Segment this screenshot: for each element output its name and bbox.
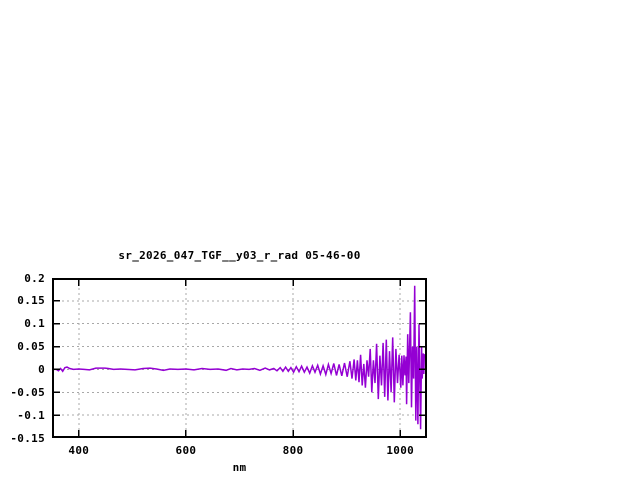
x-tick-label: 400 xyxy=(68,444,90,457)
y-tick-label: 0.2 xyxy=(24,271,45,285)
y-tick-label: 0.05 xyxy=(17,340,45,354)
y-tick-label: 0 xyxy=(38,362,45,376)
plot-area xyxy=(52,277,428,439)
y-tick-label: -0.1 xyxy=(17,408,45,422)
data-series-line xyxy=(52,285,428,430)
x-axis-label: nm xyxy=(232,461,247,474)
x-tick-label: 800 xyxy=(282,444,304,457)
x-tick-label: 1000 xyxy=(386,444,415,457)
y-tick-label: 0.15 xyxy=(17,294,45,308)
plot-svg xyxy=(52,277,428,439)
y-tick-label: 0.1 xyxy=(24,317,45,331)
x-tick-label: 600 xyxy=(175,444,197,457)
chart-title: sr_2026_047_TGF__y03_r_rad 05-46-00 xyxy=(118,249,361,262)
y-tick-label: -0.05 xyxy=(10,385,45,399)
y-tick-label: -0.15 xyxy=(10,431,45,445)
plot-border xyxy=(52,278,427,438)
